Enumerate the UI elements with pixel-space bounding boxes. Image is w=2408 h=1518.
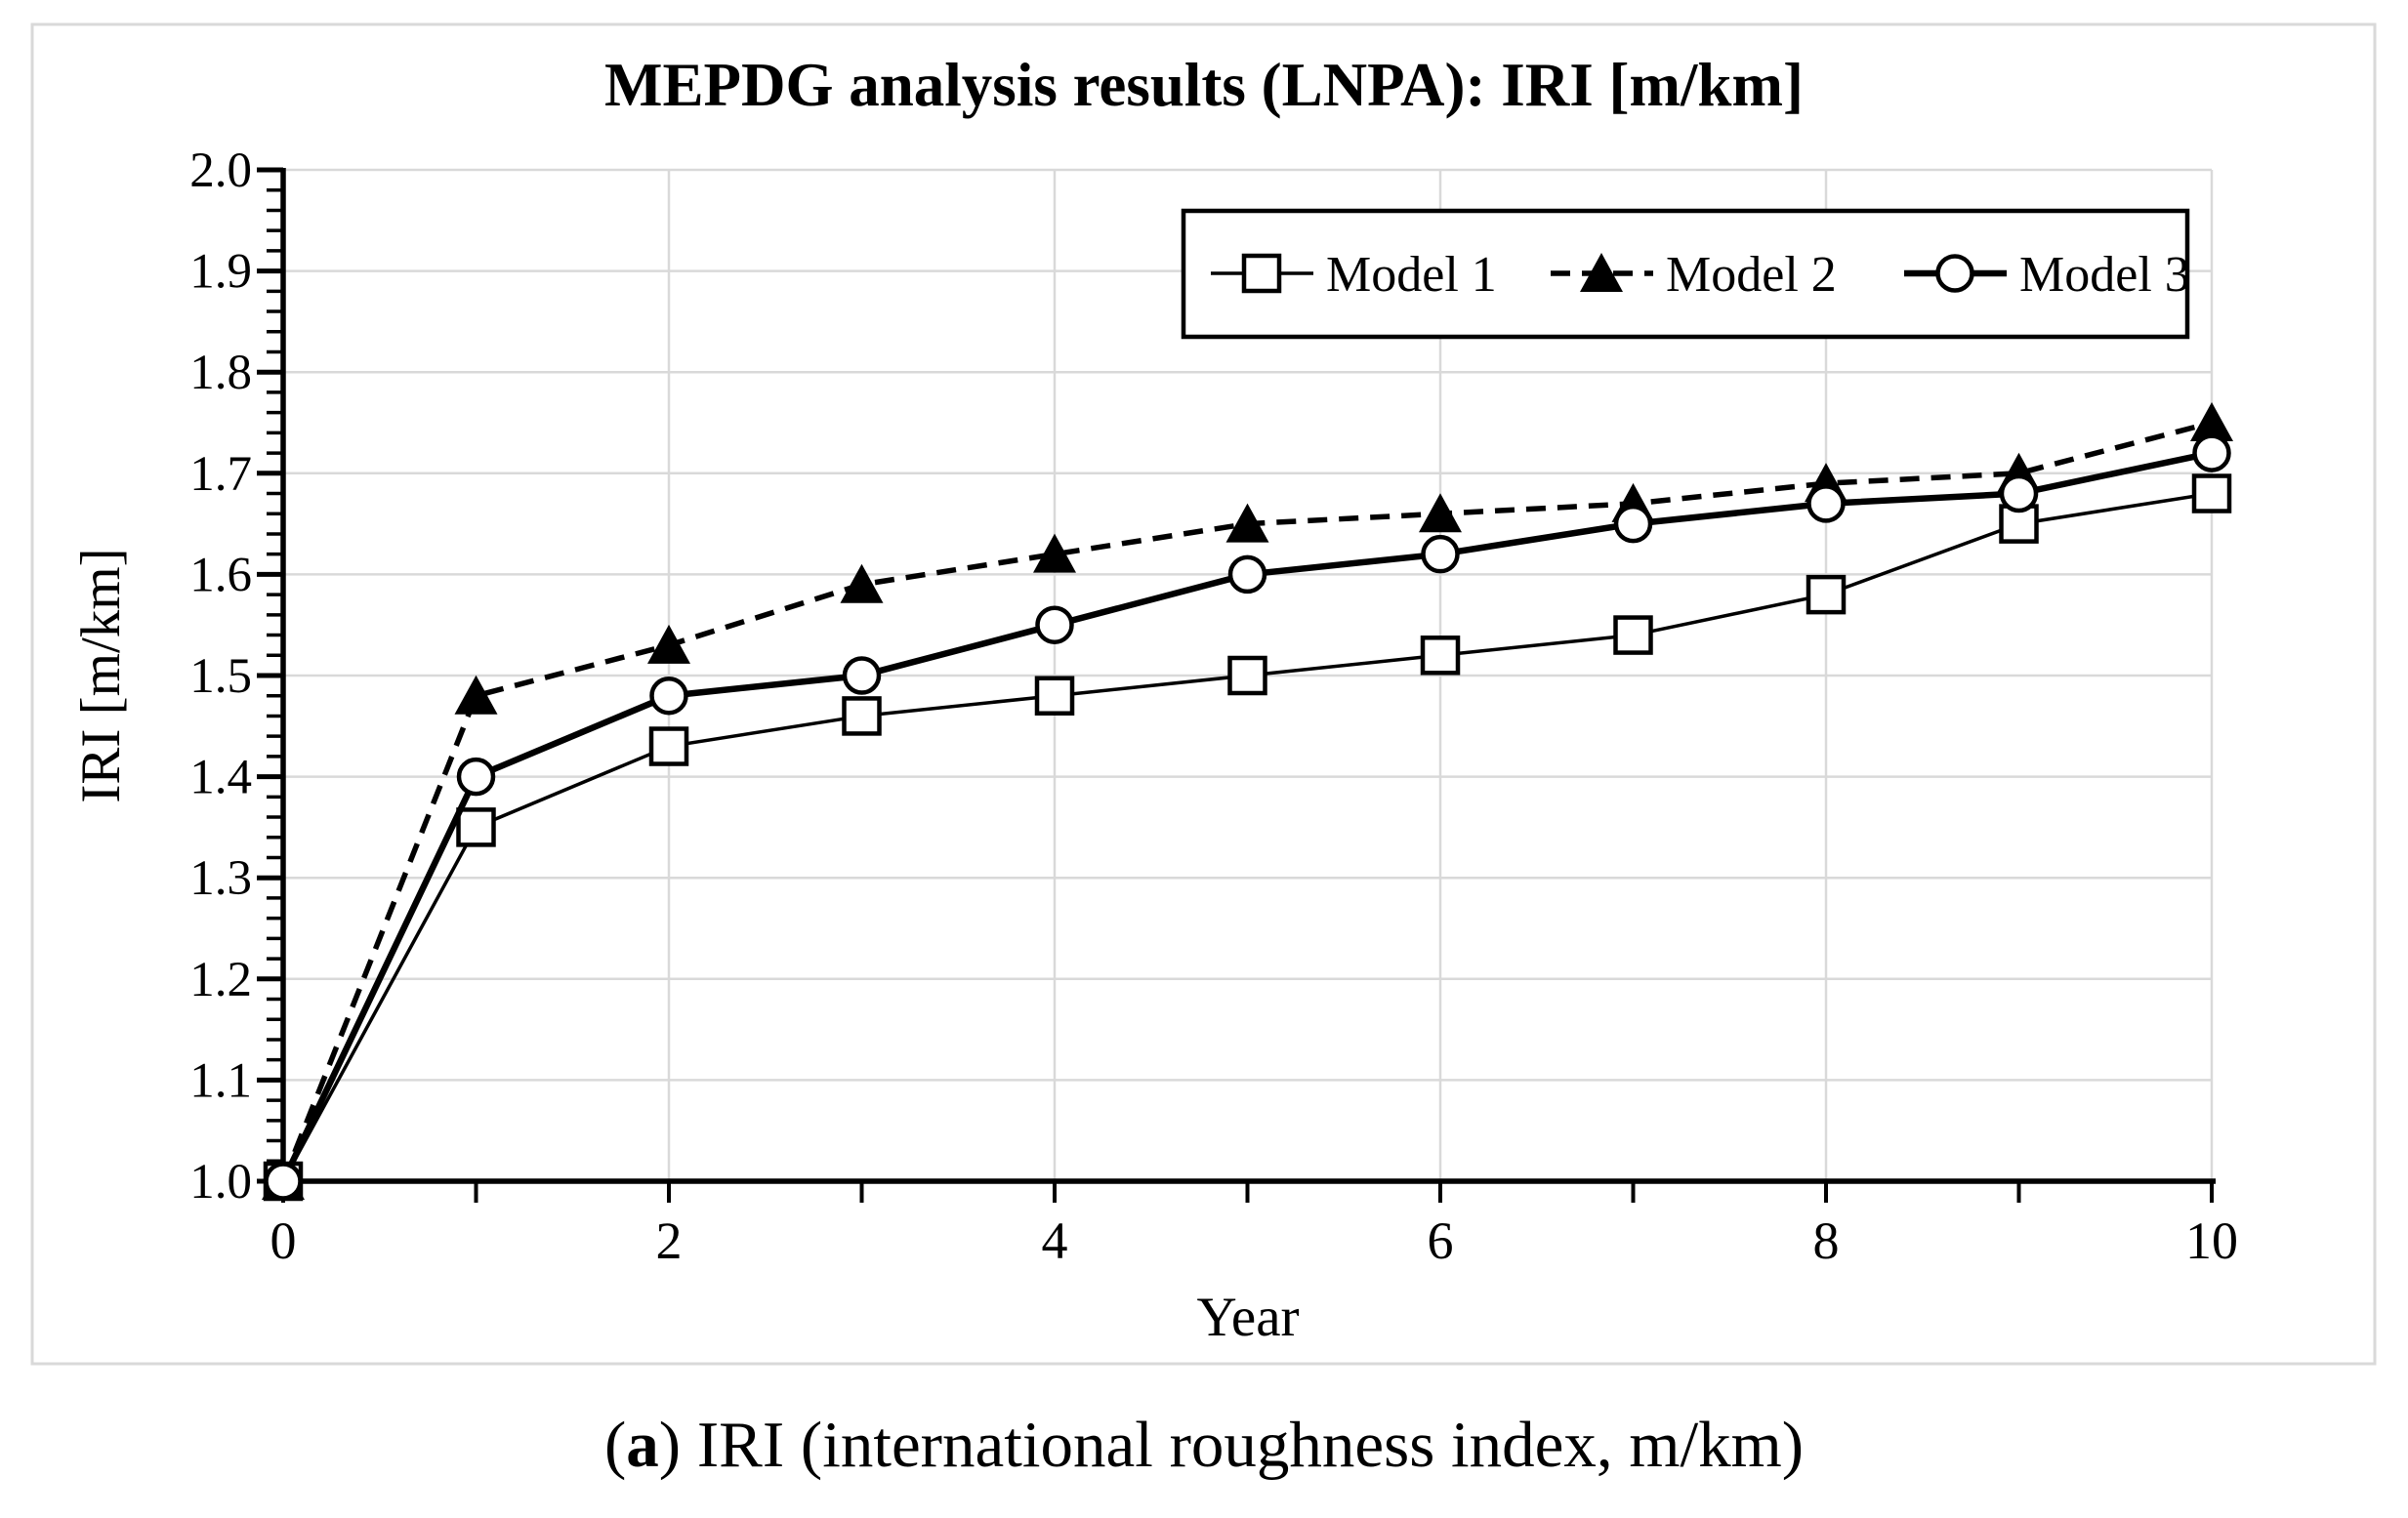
y-tick-label: 1.1 <box>189 1053 252 1108</box>
marker-triangle-model-2 <box>454 675 498 715</box>
marker-circle-model-3 <box>1613 504 1653 544</box>
marker-circle-model-3 <box>1806 484 1846 523</box>
marker-square-model-1 <box>1420 636 1461 676</box>
y-tick-label: 1.4 <box>189 751 252 805</box>
marker-circle-model-3 <box>456 757 496 797</box>
chart-title: MEPDG analysis results (LNPA): IRI [m/km… <box>604 51 1804 119</box>
x-tick-label: 0 <box>270 1211 297 1270</box>
data-series <box>262 402 2233 1202</box>
marker-circle-model-3 <box>2192 433 2231 472</box>
axis-ticks <box>257 167 2214 1203</box>
marker-square-model-1 <box>1034 676 1075 716</box>
marker-triangle-model-2 <box>1225 503 1269 543</box>
y-tick-label: 1.7 <box>189 447 252 502</box>
marker-triangle-model-2 <box>840 563 884 603</box>
marker-square-model-1 <box>456 807 496 847</box>
y-tick-label: 1.8 <box>189 346 252 400</box>
x-tick-label: 6 <box>1428 1211 1454 1270</box>
marker-circle-model-3 <box>1227 554 1267 595</box>
legend-label-model-1: Model 1 <box>1326 247 1497 303</box>
y-tick-label: 1.0 <box>189 1155 252 1210</box>
marker-square-model-1 <box>1806 574 1847 615</box>
legend-swatch-marker-model-1 <box>1241 253 1282 294</box>
legend-swatch-marker-model-3 <box>1935 254 1974 293</box>
tick-labels: 1.0 1.1 1.2 1.3 1.4 1.5 1.6 1.7 1.8 1.9 2.0 0 2 4 6 8 10 <box>189 144 2238 1270</box>
marker-triangle-model-2 <box>647 624 690 664</box>
legend-swatch-marker-model-2 <box>1580 253 1623 292</box>
marker-square-model-1 <box>1613 615 1653 655</box>
marker-circle-model-3 <box>1421 534 1460 574</box>
y-tick-label: 1.3 <box>189 851 252 906</box>
figure-caption: (a) IRI (international roughness index, … <box>604 1409 1804 1481</box>
x-axis-title: Year <box>1196 1287 1299 1348</box>
y-tick-label: 2.0 <box>189 144 252 198</box>
y-tick-label: 1.9 <box>189 245 252 300</box>
x-tick-label: 10 <box>2185 1211 2238 1270</box>
marker-triangle-model-2 <box>2190 402 2233 441</box>
caption-panel-letter: a <box>626 1409 659 1481</box>
marker-circle-model-3 <box>842 656 882 695</box>
x-tick-label: 2 <box>656 1211 683 1270</box>
marker-triangle-model-2 <box>1033 533 1076 573</box>
marker-triangle-model-2 <box>1419 493 1462 533</box>
x-tick-label: 4 <box>1042 1211 1068 1270</box>
marker-square-model-1 <box>648 726 689 766</box>
axes <box>276 168 2216 1184</box>
caption-prefix: ( <box>604 1409 626 1481</box>
marker-square-model-1 <box>842 696 882 736</box>
legend-label-model-2: Model 2 <box>1666 247 1837 303</box>
marker-square-model-1 <box>1227 655 1267 696</box>
series-model-1 <box>263 473 2232 1202</box>
marker-circle-model-3 <box>1035 605 1074 644</box>
legend-box <box>1181 208 2190 340</box>
caption-rest: ) IRI (international roughness index, m/… <box>659 1409 1804 1481</box>
marker-circle-model-3 <box>264 1162 303 1201</box>
marker-square-model-1 <box>2191 473 2232 513</box>
y-tick-label: 1.2 <box>189 953 252 1007</box>
legend-label-model-3: Model 3 <box>2019 247 2190 303</box>
y-tick-label: 1.6 <box>189 548 252 602</box>
y-axis-title: IRI [m/km] <box>70 548 132 802</box>
marker-circle-model-3 <box>1999 473 2039 513</box>
series-model-3 <box>264 433 2231 1201</box>
x-tick-label: 8 <box>1813 1211 1840 1270</box>
marker-circle-model-3 <box>649 676 688 716</box>
legend: Model 1 Model 2 Model 3 <box>1181 208 2190 340</box>
y-tick-label: 1.5 <box>189 649 252 704</box>
